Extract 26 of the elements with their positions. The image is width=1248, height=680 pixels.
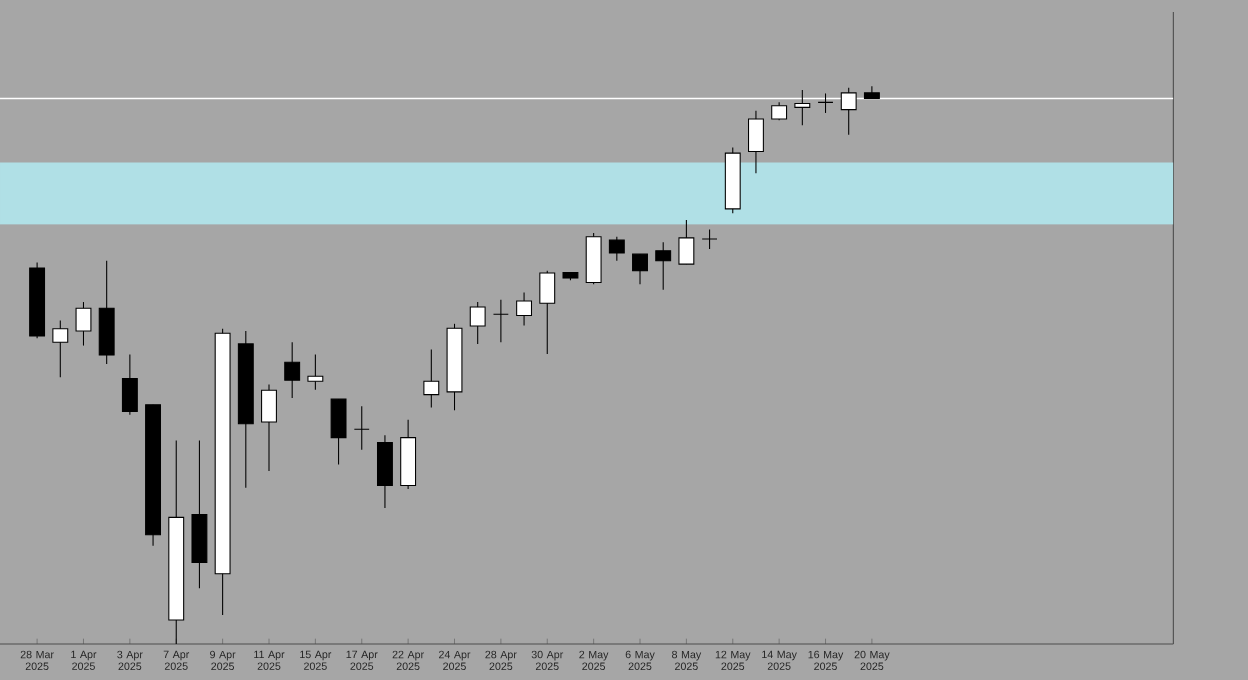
candlestick	[284, 341, 301, 399]
candlestick	[376, 434, 393, 509]
candlestick	[608, 236, 625, 262]
candlestick	[98, 260, 115, 365]
candlestick	[701, 229, 718, 250]
candlestick	[678, 219, 695, 265]
candlestick	[632, 253, 648, 285]
candlestick	[353, 405, 370, 451]
candlestick	[585, 232, 602, 285]
candlestick	[863, 85, 880, 99]
candlestick	[330, 398, 347, 465]
candlestick	[539, 270, 556, 355]
candlestick	[492, 299, 509, 343]
candlestick	[121, 353, 138, 416]
candlestick	[75, 301, 92, 347]
candlestick	[748, 110, 764, 174]
candlestick	[261, 384, 277, 472]
candlestick	[307, 353, 324, 391]
candlestick	[655, 241, 672, 291]
candlestick	[423, 348, 440, 409]
candlestick	[52, 319, 69, 378]
candlestick	[191, 439, 208, 589]
candlestick	[400, 419, 417, 490]
candlestick	[817, 92, 834, 114]
candlestick	[469, 301, 486, 345]
candlestick	[516, 292, 533, 327]
